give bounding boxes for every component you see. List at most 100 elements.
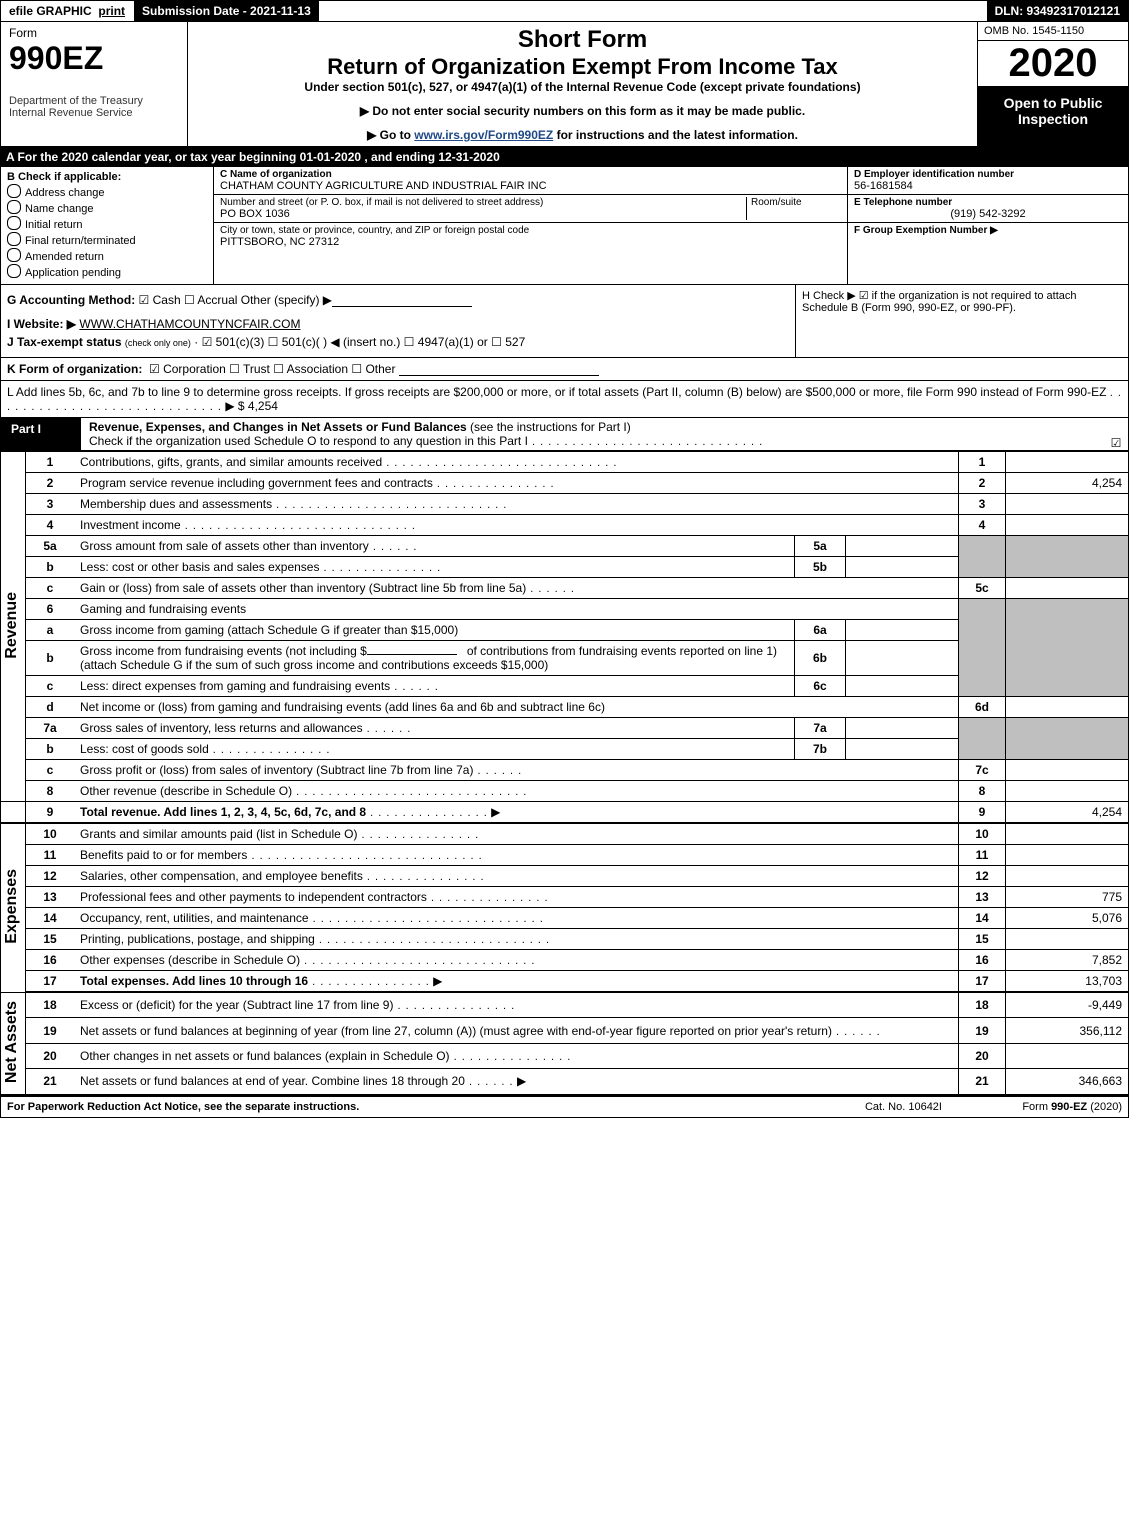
form-number: 990EZ	[9, 40, 179, 77]
form-label: Form	[9, 26, 179, 40]
header-center: Short Form Return of Organization Exempt…	[188, 22, 977, 146]
note-goto: ▶ Go to www.irs.gov/Form990EZ for instru…	[196, 128, 969, 142]
return-title: Return of Organization Exempt From Incom…	[196, 54, 969, 80]
cbx-pending[interactable]: Application pending	[7, 264, 207, 279]
section-c: C Name of organization CHATHAM COUNTY AG…	[214, 167, 848, 284]
part1-label: Part I	[1, 418, 81, 450]
line-6d: d Net income or (loss) from gaming and f…	[1, 697, 1129, 718]
omb-number: OMB No. 1545-1150	[978, 22, 1128, 41]
line-3: 3 Membership dues and assessments 3	[1, 494, 1129, 515]
j-small: (check only one)	[125, 338, 191, 348]
l-row: L Add lines 5b, 6c, and 7b to line 9 to …	[0, 381, 1129, 418]
f-label: F Group Exemption Number ▶	[854, 225, 1122, 236]
line-18: Net Assets 18 Excess or (deficit) for th…	[1, 992, 1129, 1018]
irs-link[interactable]: www.irs.gov/Form990EZ	[414, 128, 553, 142]
note-goto-post: for instructions and the latest informat…	[553, 128, 798, 142]
street-value: PO BOX 1036	[220, 208, 746, 220]
line-4: 4 Investment income 4	[1, 515, 1129, 536]
top-bar: efile GRAPHIC print Submission Date - 20…	[0, 0, 1129, 22]
k-label: K Form of organization:	[7, 362, 142, 376]
h-cell: H Check ▶ ☑ if the organization is not r…	[795, 285, 1128, 357]
i-label: I Website: ▶	[7, 317, 76, 331]
b-label: B Check if applicable:	[7, 171, 207, 183]
org-name: CHATHAM COUNTY AGRICULTURE AND INDUSTRIA…	[220, 180, 841, 192]
line-16: 16 Other expenses (describe in Schedule …	[1, 950, 1129, 971]
e-phone-row: E Telephone number (919) 542-3292	[848, 195, 1128, 223]
line-14: 14 Occupancy, rent, utilities, and maint…	[1, 908, 1129, 929]
line-20: 20 Other changes in net assets or fund b…	[1, 1043, 1129, 1068]
tax-year: 2020	[978, 41, 1128, 87]
cbx-final[interactable]: Final return/terminated	[7, 232, 207, 247]
line-7a: 7a Gross sales of inventory, less return…	[1, 718, 1129, 739]
sideband-net-assets: Net Assets	[1, 992, 26, 1094]
line-9: 9 Total revenue. Add lines 1, 2, 3, 4, 5…	[1, 802, 1129, 824]
top-bar-spacer	[320, 1, 986, 21]
sideband-revenue: Revenue	[1, 452, 26, 802]
part1-header: Part I Revenue, Expenses, and Changes in…	[0, 418, 1129, 451]
row-a-tax-year: A For the 2020 calendar year, or tax yea…	[0, 147, 1129, 167]
lines-table: Revenue 1 Contributions, gifts, grants, …	[0, 451, 1129, 1095]
g-label: G Accounting Method:	[7, 293, 135, 307]
k-row: K Form of organization: ☑ Corporation ☐ …	[0, 358, 1129, 381]
cbx-amended[interactable]: Amended return	[7, 248, 207, 263]
part1-checkline: Check if the organization used Schedule …	[89, 434, 528, 448]
efile-graphic: efile GRAPHIC	[9, 4, 92, 18]
section-b-left: B Check if applicable: Address change Na…	[1, 167, 214, 284]
efile-print-link[interactable]: print	[98, 4, 125, 18]
g-opts: ☑ Cash ☐ Accrual Other (specify) ▶	[139, 293, 332, 307]
part1-subtitle: (see the instructions for Part I)	[470, 420, 631, 434]
line-2: 2 Program service revenue including gove…	[1, 473, 1129, 494]
cbx-initial[interactable]: Initial return	[7, 216, 207, 231]
efile-cell: efile GRAPHIC print	[1, 1, 134, 21]
under-section: Under section 501(c), 527, or 4947(a)(1)…	[196, 80, 969, 94]
footer-mid: Cat. No. 10642I	[865, 1101, 942, 1113]
line-21: 21 Net assets or fund balances at end of…	[1, 1069, 1129, 1094]
cbx-address[interactable]: Address change	[7, 184, 207, 199]
dln: DLN: 93492317012121	[986, 1, 1128, 21]
e-label: E Telephone number	[854, 197, 1122, 208]
line-12: 12 Salaries, other compensation, and emp…	[1, 866, 1129, 887]
room-label: Room/suite	[751, 197, 841, 208]
line-8: 8 Other revenue (describe in Schedule O)…	[1, 781, 1129, 802]
submission-date: Submission Date - 2021-11-13	[134, 1, 320, 21]
line-13: 13 Professional fees and other payments …	[1, 887, 1129, 908]
line-19: 19 Net assets or fund balances at beginn…	[1, 1018, 1129, 1043]
city-label: City or town, state or province, country…	[220, 225, 841, 236]
cbx-name[interactable]: Name change	[7, 200, 207, 215]
g-cell: G Accounting Method: ☑ Cash ☐ Accrual Ot…	[1, 285, 795, 357]
line-17: 17 Total expenses. Add lines 10 through …	[1, 971, 1129, 993]
ein-value: 56-1681584	[854, 180, 1122, 192]
j-opts: · ☑ 501(c)(3) ☐ 501(c)( ) ◀ (insert no.)…	[194, 335, 525, 349]
street-row: Number and street (or P. O. box, if mail…	[214, 195, 847, 223]
sideband-expenses: Expenses	[1, 823, 26, 992]
phone-value: (919) 542-3292	[854, 208, 1122, 220]
city-value: PITTSBORO, NC 27312	[220, 236, 841, 248]
header-left: Form 990EZ Department of the Treasury In…	[1, 22, 188, 146]
short-form-title: Short Form	[196, 26, 969, 54]
website-value[interactable]: WWW.CHATHAMCOUNTYNCFAIR.COM	[79, 317, 300, 331]
footer: For Paperwork Reduction Act Notice, see …	[0, 1095, 1129, 1118]
city-row: City or town, state or province, country…	[214, 223, 847, 250]
l-amount: ▶ $ 4,254	[225, 399, 278, 413]
line-5c: c Gain or (loss) from sale of assets oth…	[1, 578, 1129, 599]
d-ein-row: D Employer identification number 56-1681…	[848, 167, 1128, 195]
footer-right: Form 990-EZ (2020)	[942, 1101, 1122, 1113]
line-10: Expenses 10 Grants and similar amounts p…	[1, 823, 1129, 845]
line-7c: c Gross profit or (loss) from sales of i…	[1, 760, 1129, 781]
section-bcdef: B Check if applicable: Address change Na…	[0, 167, 1129, 285]
line-11: 11 Benefits paid to or for members 11	[1, 845, 1129, 866]
street-label: Number and street (or P. O. box, if mail…	[220, 197, 746, 208]
note-ssn: ▶ Do not enter social security numbers o…	[196, 104, 969, 118]
line-5a: 5a Gross amount from sale of assets othe…	[1, 536, 1129, 557]
note-goto-pre: ▶ Go to	[367, 128, 414, 142]
c-label: C Name of organization	[220, 169, 841, 180]
l-text: L Add lines 5b, 6c, and 7b to line 9 to …	[7, 385, 1106, 399]
part1-checkmark[interactable]: ☑	[1104, 418, 1128, 450]
f-group-row: F Group Exemption Number ▶	[848, 223, 1128, 238]
section-def: D Employer identification number 56-1681…	[848, 167, 1128, 284]
part1-title: Revenue, Expenses, and Changes in Net As…	[89, 420, 467, 434]
form-header: Form 990EZ Department of the Treasury In…	[0, 22, 1129, 147]
j-label: J Tax-exempt status	[7, 335, 122, 349]
footer-left: For Paperwork Reduction Act Notice, see …	[7, 1101, 865, 1113]
header-right: OMB No. 1545-1150 2020 Open to Public In…	[977, 22, 1128, 146]
